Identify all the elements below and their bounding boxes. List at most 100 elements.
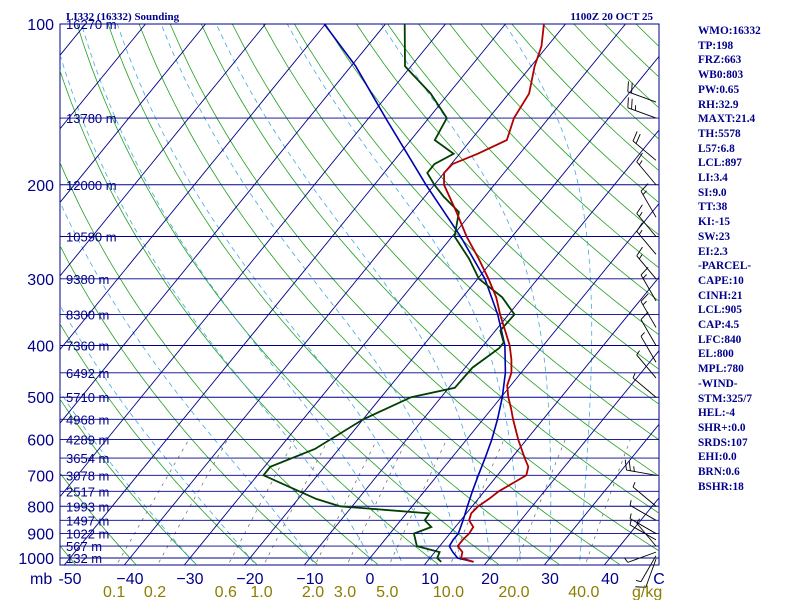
dewpoint-profile-line (262, 24, 516, 563)
index-line: MAXT:21.4 (698, 113, 756, 126)
temperature-tick-label: −30 (176, 571, 203, 588)
isotherm-line (60, 24, 326, 351)
index-line: SRDS:107 (698, 436, 748, 449)
index-line: BSHR:18 (698, 480, 744, 493)
wind-barb (629, 519, 657, 541)
height-label: 1497 m (66, 513, 109, 528)
height-label: 2517 m (66, 484, 109, 499)
moist-adiabat-line (60, 391, 197, 565)
mixing-ratio-line (515, 439, 566, 565)
indices-panel: WMO:16332 TP:198 FRZ:663 WB0:803 PW:0.65 RH:3… (698, 24, 798, 495)
isotherm-line (60, 24, 446, 498)
height-label: 8300 m (66, 308, 109, 323)
moist-adiabat-line (286, 24, 521, 565)
wind-barb (636, 152, 657, 186)
index-line: LFC:840 (698, 333, 742, 346)
index-line: SHR+:0.0 (698, 421, 746, 434)
wind-barb (640, 311, 657, 346)
mixing-ratio-label: 10.0 (433, 584, 464, 600)
chart-title-right: 1100Z 20 OCT 25 (570, 11, 653, 23)
pressure-tick-label: 500 (27, 390, 54, 407)
index-line: CAP:4.5 (698, 319, 740, 332)
temperature-tick-label: 10 (421, 571, 439, 588)
height-label: 567 m (66, 539, 102, 554)
temperature-profile-line (443, 24, 545, 563)
plot-frame (59, 23, 660, 566)
temperature-unit-label: C (653, 571, 665, 588)
height-label: 13780 m (66, 111, 117, 126)
temperature-tick-label: −10 (296, 571, 323, 588)
index-line: RH:32.9 (698, 98, 739, 111)
temperature-tick-label: 30 (541, 571, 559, 588)
height-label: 3654 m (66, 451, 109, 466)
index-line: TP:198 (698, 39, 734, 52)
index-line: HEL:-4 (698, 407, 736, 420)
wind-barb (636, 350, 657, 379)
height-label: 12000 m (66, 178, 117, 193)
pressure-tick-label: 400 (27, 339, 54, 356)
wind-barb (629, 500, 657, 521)
dry-adiabat-line (60, 398, 198, 565)
mixing-ratio-label: 5.0 (376, 584, 398, 600)
mixing-ratio-label: 3.0 (334, 584, 356, 600)
height-label: 4289 m (66, 433, 109, 448)
dry-adiabat-line (200, 24, 659, 514)
index-line: TH:5578 (698, 127, 741, 140)
index-line: -WIND- (698, 377, 738, 390)
isotherm-line (543, 423, 659, 565)
height-label: 9380 m (66, 272, 109, 287)
temperature-tick-label: −40 (116, 571, 143, 588)
pressure-tick-label: 700 (27, 468, 54, 485)
moist-adiabat-line (60, 200, 316, 565)
index-line: EL:800 (698, 348, 734, 361)
mixing-ratio-line (449, 439, 505, 565)
dry-adiabat-line (231, 24, 659, 477)
index-line: TT:38 (698, 201, 728, 214)
mixing-ratio-line (263, 439, 329, 565)
index-line: CAPE:10 (698, 274, 744, 287)
wind-barb (640, 293, 657, 328)
dry-adiabat-line (418, 24, 659, 269)
height-label: 132 m (66, 551, 102, 566)
height-label: 1993 m (66, 499, 109, 514)
isotherm-line (63, 24, 506, 565)
isotherm-line (123, 24, 566, 565)
index-line: MPL:780 (698, 363, 744, 376)
index-line: STM:325/7 (698, 392, 752, 405)
mixing-ratio-line (314, 439, 378, 565)
dry-adiabat-line (325, 24, 659, 370)
index-line: -PARCEL- (698, 260, 752, 273)
mixing-ratio-label: 20.0 (498, 584, 529, 600)
index-line: SI:9.0 (698, 186, 727, 199)
pressure-tick-label: 600 (27, 433, 54, 450)
mixing-ratio-label: 0.6 (215, 584, 237, 600)
wind-barb (635, 555, 657, 583)
index-line: WMO:16332 (698, 25, 761, 37)
wind-barb (636, 222, 657, 255)
isotherm-line (60, 24, 386, 424)
isotherm-line (303, 129, 659, 565)
index-line: LCL:905 (698, 304, 742, 317)
dry-adiabat-line (356, 24, 659, 336)
mixing-ratio-line (388, 439, 447, 565)
moist-adiabat-line (81, 24, 404, 565)
mixing-ratio-label: 0.1 (103, 584, 125, 600)
dry-adiabat-line (169, 24, 659, 552)
mixing-ratio-label: 40.0 (568, 584, 599, 600)
pressure-tick-label: 200 (27, 178, 54, 195)
isotherm-line (483, 350, 659, 565)
height-label: 1022 m (66, 527, 109, 542)
index-line: LI:3.4 (698, 172, 728, 185)
dry-adiabat-line (60, 244, 319, 565)
pressure-tick-label: 800 (27, 499, 54, 516)
pressure-tick-label: 300 (27, 272, 54, 289)
mixing-ratio-unit-label: g/kg (632, 584, 662, 600)
mixing-ratio-line (227, 439, 295, 565)
index-line: WB0:803 (698, 69, 744, 82)
isotherm-line (60, 24, 266, 277)
pressure-tick-label: 1000 (18, 551, 54, 568)
chart-title-left: LI332 (16332) Sounding (66, 11, 180, 23)
dry-adiabat-line (294, 24, 659, 405)
index-line: EI:2.3 (698, 245, 728, 258)
mixing-ratio-label: 2.0 (302, 584, 324, 600)
